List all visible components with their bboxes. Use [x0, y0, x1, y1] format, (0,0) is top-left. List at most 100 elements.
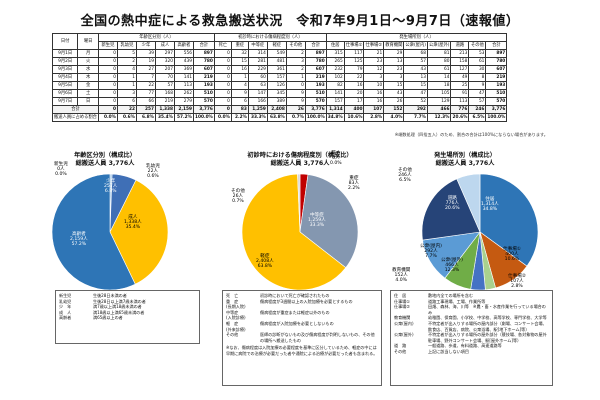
pie-label-line: 公衆(屋外) [441, 258, 463, 263]
table-cell: 0 [97, 105, 118, 114]
age-pie-title: 年齢区分別（構成比） 総搬送人員 3,776人 [40, 152, 170, 168]
definition-text: 幼稚園、保育園、小学校、中学校、高等学校、専門学校、大学等 [428, 315, 547, 321]
definition-term: 仕事場② [394, 304, 410, 310]
col-header: 公衆(屋内) [403, 41, 428, 50]
table-cell: 15 [230, 57, 249, 66]
pie-label-line: 軽症 [260, 254, 270, 259]
table-cell: 1 [230, 73, 249, 82]
table-cell: 27 [135, 65, 156, 74]
table-cell: 8 [468, 73, 487, 82]
table-cell: 193 [304, 81, 327, 90]
table-cell: 12.3% [426, 113, 452, 122]
pie-label: 仕事場② 107人 2.8% [508, 274, 526, 290]
table-cell: 26 [383, 97, 405, 106]
table-cell: 9 [468, 81, 487, 90]
ratio-label: 搬送人員に占める割合 [52, 113, 99, 122]
pie-label: 軽症 2,408人 63.8% [256, 254, 274, 270]
pie-label: その他 246人 6.5% [398, 168, 412, 184]
definition-term: 軽 症 [226, 320, 239, 326]
severity-pie-slice-2 [299, 174, 359, 269]
pie-label-line: 6.8% [104, 189, 117, 195]
table-cell: 16 [363, 97, 385, 106]
pie-label-line: 466人 [445, 263, 459, 269]
definition-text: 田畑、森林、海、川等 ※農・畜・水産作業を行っている場合のみ [428, 304, 546, 315]
pie-label-line: 0.0% [330, 161, 342, 167]
pie-label: 教育機関 152人 4.0% [392, 268, 410, 284]
pie-label: 新生児 0人 0.0% [54, 162, 68, 178]
table-cell: 15 [403, 81, 428, 90]
table-cell: 607 [485, 65, 508, 74]
table-cell: 113 [450, 97, 470, 106]
table-cell: 70 [154, 73, 175, 82]
table-cell: 6.5% [468, 113, 487, 122]
severity-pie-title: 初診時における傷病程度別（構成比） 総搬送人員 3,776人 [230, 152, 370, 168]
pie-label-line: 107人 [510, 279, 524, 285]
pie-label-line: 152人 [394, 273, 408, 279]
total-label: 合計 [52, 105, 99, 114]
pie-label-line: その他 [231, 189, 245, 194]
table-cell: 32 [230, 49, 249, 58]
definition-term: 道 路 [394, 343, 407, 349]
severity-pie-slice-3 [241, 173, 347, 291]
table-cell: 158 [450, 57, 470, 66]
table-cell: 23 [363, 57, 385, 66]
col-header: 合計 [192, 41, 215, 50]
table-cell: 61 [468, 57, 487, 66]
table-cell: 157 [325, 97, 345, 106]
severity-definitions-box: 死 亡 初診時において死亡が確認されたもの重 症 傷病程度が3週間以上の入院加療を必… [222, 290, 382, 386]
col-header: 合計 [304, 41, 327, 50]
pie-label: 道路 776人 20.6% [445, 196, 460, 212]
table-cell: 3 [285, 57, 306, 66]
table-cell: 0.6% [116, 113, 137, 122]
col-header: 仕事場② [363, 41, 385, 50]
pie-label-line: 1,338人 [124, 220, 142, 226]
table-cell: 400 [343, 105, 365, 114]
severity-pie-title-line2: 総搬送人員 3,776人 [270, 160, 330, 167]
definition-term: 乳幼児 [59, 298, 72, 304]
table-cell: 315 [325, 49, 345, 58]
table-cell: 34.8% [325, 113, 345, 122]
pie-label-line: 仕事場② [508, 274, 526, 279]
table-cell: 570 [304, 97, 327, 106]
col-header: 少年 [135, 41, 156, 50]
table-cell: 68 [403, 49, 428, 58]
table-cell: 2.2% [230, 113, 249, 122]
table-cell: 152 [383, 105, 405, 114]
table-cell: 607 [304, 65, 327, 74]
table-cell: 1 [285, 73, 306, 82]
summary-table: 日付 曜日 年齢区分別（人） 初診時における傷病程度別（人） 発生場所別（人） 新生児 乳幼… [51, 33, 508, 122]
rounding-note: ※端数処理（四捨五入）のため、割合の合計は100%にならない場合があります。 [394, 132, 548, 137]
table-cell: 3 [116, 89, 137, 98]
table-cell: 776 [450, 105, 470, 114]
table-row: 9月6日土 0 3 77 168 262 510 0 9 147 345 9 510 141 20 16 43 4… [51, 89, 508, 98]
table-cell: 82 [325, 81, 345, 90]
table-cell: 0 [97, 81, 118, 90]
table-cell: 510 [304, 89, 327, 98]
place-pie-title-line1: 発生場所別（構成比） [434, 152, 496, 159]
definition-row: 軽 症 傷病程度が入院加療を必要としないもの [226, 321, 378, 327]
table-cell: 83 [230, 105, 249, 114]
table-cell: 20.6% [450, 113, 470, 122]
pie-label: 重症 83人 2.2% [348, 176, 360, 192]
age-definitions-box: 新生児 生後28日未満の者 乳幼児 生後28日以上満7歳未満の者少 年 満7歳以上満18… [55, 290, 200, 344]
table-cell: 9 [285, 97, 306, 106]
pie-label-line: 高齢者 [71, 232, 86, 237]
table-cell: 35.4% [154, 113, 175, 122]
pie-label-line: 12.3% [444, 268, 460, 274]
table-cell: 780 [304, 57, 327, 66]
table-cell: 0.0% [97, 113, 118, 122]
table-cell: 3,776 [192, 105, 215, 114]
table-cell: 3 [363, 73, 385, 82]
table-cell: 63.8% [266, 113, 287, 122]
table-cell: 0 [97, 65, 118, 74]
table-cell: 0 [97, 73, 118, 82]
table-cell: 193 [192, 81, 215, 90]
table-cell: 26 [285, 105, 306, 114]
table-cell: 0 [97, 49, 118, 58]
definition-text: 満7歳以上満18歳未満の者 [93, 304, 142, 310]
table-column-header-row: 新生児 乳幼児 少年 成人 高齢者 合計 死亡 重症 中等症 軽症 その他 合計 住居 仕事場① 仕事場② 教… [53, 41, 508, 50]
age-pie-slice-3 [109, 179, 169, 285]
table-cell: 113 [173, 81, 194, 90]
table-cell: 9月7日 [51, 97, 79, 106]
table-row: 9月2日火 0 2 19 320 439 780 0 15 281 481 3 780 265 125 23 1… [51, 57, 508, 66]
